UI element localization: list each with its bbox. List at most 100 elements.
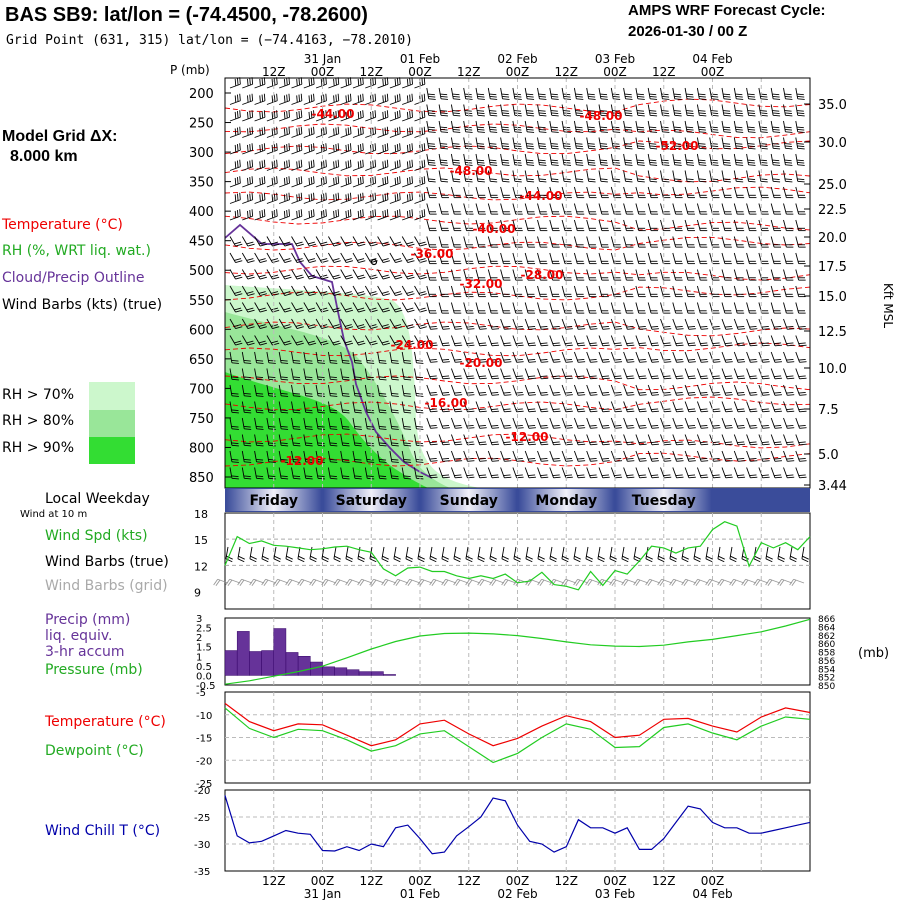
wind-barb-feather: [600, 143, 608, 145]
wind-barb-feather: [528, 460, 536, 462]
wind-barb-feather: [394, 111, 397, 119]
wind-barb: [303, 384, 307, 396]
wind-barb-feather: [651, 359, 659, 361]
wind-barb: [377, 182, 389, 188]
wind-barb-feather: [626, 359, 634, 361]
wind-barb-feather: [502, 129, 510, 131]
wind-barb-feather: [797, 145, 805, 148]
wind-barb-feather: [360, 127, 362, 135]
wind-barb-feather: [626, 458, 634, 460]
wind-barb-feather: [577, 458, 585, 460]
time-tick-label: 00Z: [506, 874, 530, 888]
wind-barb-feather: [251, 159, 254, 167]
wind-barb: [401, 269, 409, 280]
wind-barb-feather: [526, 126, 534, 129]
wind-barb-feather: [337, 159, 340, 167]
wind-barb-feather: [283, 144, 286, 152]
wind-barb-feather: [527, 164, 535, 166]
wind-barb: [241, 467, 245, 479]
wind-barb: [586, 417, 591, 429]
wind-barb-feather: [477, 178, 485, 181]
wind-barb-feather: [418, 555, 425, 560]
wind-barb: [365, 166, 376, 171]
wind-barb: [512, 335, 518, 346]
wind-barb: [279, 182, 290, 188]
wind-barb-feather: [639, 328, 647, 330]
wind-barb-feather: [798, 375, 806, 378]
wind-barb-feather: [553, 443, 561, 446]
wind-barb-feather: [491, 342, 499, 345]
wind-barb: [672, 335, 677, 346]
wind-barb-feather: [406, 210, 409, 218]
wind-barb-feather: [313, 176, 315, 184]
wind-barb-feather: [749, 458, 757, 460]
wind-barb-feather: [724, 392, 732, 394]
wind-barb: [500, 153, 503, 165]
wind-barb-feather: [320, 324, 328, 327]
wind-barb-feather: [587, 579, 593, 587]
wind-barb: [340, 450, 344, 462]
precip-tick-label: -0.5: [196, 681, 216, 692]
wind-barb-feather: [797, 164, 805, 166]
wind-barb-feather: [379, 459, 387, 461]
wind-barb-feather: [259, 95, 261, 103]
wind-barb-feather: [787, 377, 795, 380]
wind-barb-feather: [374, 192, 377, 200]
wind-barb-feather: [337, 126, 340, 134]
wind-barb-feather: [382, 276, 390, 280]
wind-barb-feather: [515, 441, 523, 444]
wind-barb-feather: [231, 362, 239, 364]
wind-barb-feather: [504, 328, 512, 330]
wind-barb: [610, 467, 616, 478]
wind-barb-feather: [452, 145, 460, 148]
wind-barb-feather: [256, 444, 264, 447]
wind-barb-feather: [477, 143, 485, 145]
wind-barb-feather: [421, 210, 424, 218]
wind-barb: [328, 269, 335, 280]
wind-barb: [573, 318, 579, 330]
wind-barb: [733, 434, 739, 445]
wind-barb-feather: [737, 392, 745, 394]
wind-barb: [426, 87, 430, 99]
wind-barb-feather: [455, 410, 463, 413]
wind-barb: [647, 252, 652, 264]
wind-barb: [266, 100, 278, 105]
wind-barb-feather: [325, 159, 327, 167]
wind-barb-feather: [354, 411, 362, 414]
pressure-axis-label: P (mb): [170, 63, 210, 77]
wind-barb-feather: [489, 162, 497, 164]
isotherm: [224, 342, 811, 357]
wind-barb: [340, 236, 347, 247]
wind-barb: [278, 467, 282, 479]
wind-barb-feather: [283, 291, 291, 294]
wind-barb-feather: [263, 579, 269, 587]
wind-barb-feather: [661, 110, 669, 112]
wind-barb: [672, 236, 677, 248]
wind-barb-feather: [307, 258, 315, 261]
wind-barb-feather: [374, 93, 377, 101]
wind-barb: [610, 450, 616, 462]
temperature-label: -48.00: [580, 109, 623, 123]
wind-barb-feather: [760, 96, 768, 98]
wind-barb-feather: [345, 194, 347, 202]
wind-barb: [635, 467, 641, 478]
wind-barb: [549, 252, 554, 264]
wind-barb: [512, 219, 517, 231]
wind-barb-feather: [329, 442, 337, 445]
wind-barb-feather: [723, 110, 731, 112]
wind-barb: [783, 252, 787, 264]
wind-barb-feather: [503, 408, 511, 411]
wind-barb-feather: [308, 144, 311, 152]
wind-barb: [795, 467, 800, 478]
wind-barb: [285, 546, 289, 559]
legend-rh90: RH > 90%: [2, 440, 75, 456]
wind-barb: [512, 269, 517, 281]
wind-barb: [401, 318, 409, 329]
wind-barb-feather: [323, 94, 325, 102]
wind-barb-feather: [575, 126, 583, 129]
wind-barb: [537, 186, 541, 198]
wind-barb: [512, 351, 518, 363]
wind-barb: [770, 351, 776, 363]
wind-barb-feather: [293, 444, 301, 447]
wind-barb: [475, 450, 481, 462]
